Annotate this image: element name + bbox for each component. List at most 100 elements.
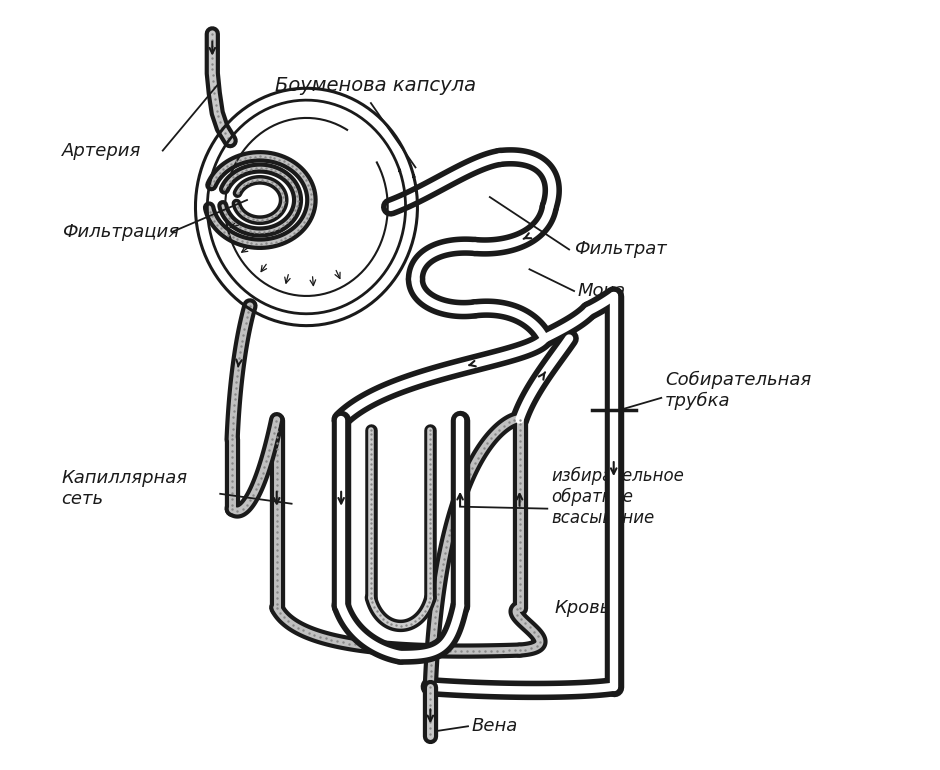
Point xyxy=(434,564,449,577)
Point xyxy=(209,170,224,182)
Point xyxy=(388,643,403,655)
Point xyxy=(290,223,306,236)
Point xyxy=(512,500,527,513)
Point xyxy=(423,444,438,456)
Point xyxy=(251,477,266,490)
Point xyxy=(266,427,281,439)
Point xyxy=(364,557,379,569)
Point xyxy=(423,562,438,574)
Point xyxy=(423,503,438,515)
Point xyxy=(235,503,250,515)
Point xyxy=(210,105,225,117)
Point xyxy=(252,226,267,238)
Point xyxy=(297,216,312,229)
Point xyxy=(269,556,284,568)
Point xyxy=(269,420,284,432)
Point xyxy=(388,619,403,631)
Point xyxy=(269,598,284,610)
Point xyxy=(512,554,527,566)
Text: Капиллярная
сеть: Капиллярная сеть xyxy=(62,470,188,508)
Point xyxy=(451,495,466,507)
Point xyxy=(423,671,438,683)
Point xyxy=(271,222,286,234)
Point xyxy=(423,705,438,717)
Point xyxy=(306,628,321,641)
Point xyxy=(423,468,438,480)
Point xyxy=(269,514,284,527)
Point xyxy=(512,644,527,656)
Point xyxy=(492,424,507,436)
Point xyxy=(496,420,511,432)
Point xyxy=(245,213,260,226)
Point xyxy=(214,122,229,134)
Point xyxy=(269,415,284,427)
Point xyxy=(512,531,527,543)
Point xyxy=(230,201,245,213)
Point xyxy=(512,518,527,531)
Point xyxy=(285,160,300,172)
Point xyxy=(512,413,527,426)
Point xyxy=(423,527,438,540)
Point xyxy=(464,462,479,474)
Point xyxy=(279,216,294,229)
Point xyxy=(423,572,438,584)
Point xyxy=(276,191,291,203)
Point xyxy=(440,535,455,547)
Point xyxy=(364,497,379,510)
Point xyxy=(269,550,284,562)
Point xyxy=(280,172,295,185)
Point xyxy=(243,162,258,175)
Point xyxy=(236,209,251,221)
Point xyxy=(269,508,284,521)
Point xyxy=(364,591,379,604)
Point xyxy=(243,300,258,312)
Point xyxy=(365,596,380,608)
Point xyxy=(290,195,306,207)
Point xyxy=(240,311,255,323)
Point xyxy=(377,642,392,654)
Text: Моча: Моча xyxy=(577,282,625,300)
Point xyxy=(488,427,503,440)
Point xyxy=(304,193,319,206)
Point xyxy=(276,156,291,168)
Point xyxy=(423,477,438,490)
Point xyxy=(364,542,379,554)
Text: Боуменова капсула: Боуменова капсула xyxy=(275,76,477,95)
Point xyxy=(213,223,228,235)
Point xyxy=(248,162,263,175)
Point xyxy=(423,458,438,470)
Point xyxy=(364,453,379,465)
Point xyxy=(282,229,297,242)
Point xyxy=(272,182,287,195)
Point xyxy=(257,461,272,474)
Point xyxy=(286,209,301,221)
Point xyxy=(484,432,499,444)
Point xyxy=(364,487,379,500)
Point xyxy=(480,437,495,449)
Point xyxy=(364,428,379,440)
Point xyxy=(495,644,510,657)
Point xyxy=(236,329,251,341)
Point xyxy=(512,542,527,554)
Point xyxy=(239,164,254,176)
Point xyxy=(395,643,410,655)
Point xyxy=(512,560,527,572)
Point xyxy=(225,463,240,475)
Point xyxy=(477,441,492,454)
Point xyxy=(427,617,442,629)
Point xyxy=(423,547,438,559)
Point xyxy=(512,453,527,465)
Point xyxy=(423,483,438,495)
Point xyxy=(508,644,523,656)
Point xyxy=(364,473,379,485)
Point xyxy=(512,512,527,524)
Point xyxy=(288,204,303,216)
Point xyxy=(423,581,438,594)
Point xyxy=(225,457,240,469)
Point xyxy=(423,493,438,505)
Point xyxy=(263,438,278,450)
Point xyxy=(243,225,258,237)
Point xyxy=(449,500,464,513)
Point xyxy=(205,34,220,46)
Point xyxy=(225,487,240,499)
